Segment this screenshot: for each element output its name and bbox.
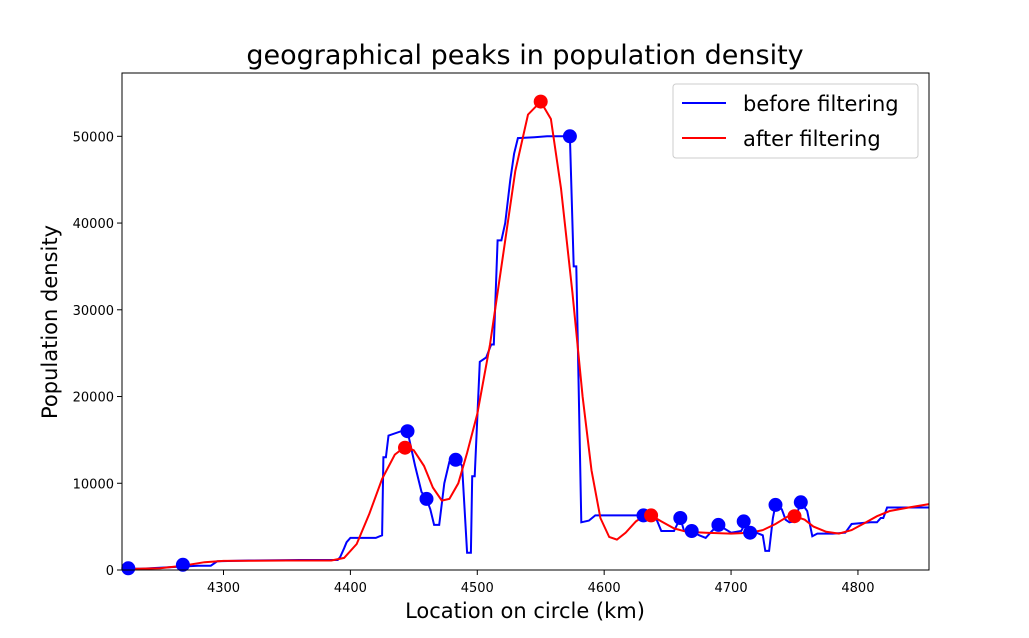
peak-marker-before-filtering (793, 495, 808, 510)
y-tick-label: 0 (106, 564, 114, 579)
legend-label-after: after filtering (743, 127, 881, 151)
chart-title: geographical peaks in population density (246, 40, 803, 71)
plot-area (121, 94, 930, 576)
x-tick-label: 4500 (461, 581, 494, 596)
peak-marker-before-filtering (743, 525, 758, 540)
y-tick-label: 50000 (73, 130, 114, 145)
series-line-after-filtering (124, 99, 930, 571)
y-tick-label: 30000 (73, 304, 114, 319)
x-axis-label: Location on circle (km) (405, 599, 645, 623)
y-axis-label: Population density (38, 225, 62, 419)
peak-marker-before-filtering (175, 557, 190, 572)
peak-marker-before-filtering (684, 524, 699, 538)
peak-marker-after-filtering (787, 509, 802, 524)
peak-marker-before-filtering (562, 129, 577, 144)
plot-frame (121, 72, 930, 571)
peak-marker-before-filtering (400, 424, 415, 439)
peak-marker-after-filtering (533, 94, 548, 109)
y-axis: 0 10000 20000 30000 40000 50000 (73, 130, 122, 579)
peak-marker-after-filtering (398, 440, 412, 455)
x-tick-label: 4400 (334, 581, 367, 596)
peak-marker-before-filtering (448, 452, 463, 467)
peak-marker-after-filtering (644, 508, 659, 523)
peak-marker-before-filtering (736, 514, 751, 529)
peak-marker-before-filtering (768, 497, 783, 512)
peak-marker-before-filtering (419, 491, 434, 506)
x-axis: 4300 4400 4500 4600 4700 4800 (207, 570, 874, 596)
x-tick-label: 4700 (715, 581, 748, 596)
x-tick-label: 4300 (207, 581, 240, 596)
y-tick-label: 20000 (73, 391, 114, 406)
y-tick-label: 10000 (73, 477, 114, 492)
y-tick-label: 40000 (73, 217, 114, 232)
legend-box (672, 83, 919, 159)
legend: before filtering after filtering (672, 83, 919, 159)
legend-label-before: before filtering (743, 92, 899, 116)
peak-marker-before-filtering (121, 561, 136, 576)
x-tick-label: 4600 (588, 581, 621, 596)
peak-marker-before-filtering (711, 517, 726, 532)
peak-marker-before-filtering (673, 511, 688, 525)
x-tick-label: 4800 (841, 581, 874, 596)
series-line-before-filtering (124, 135, 929, 570)
